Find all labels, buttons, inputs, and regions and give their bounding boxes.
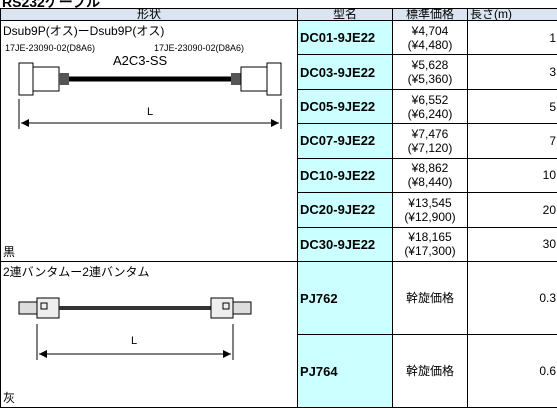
col-header: 形状 — [0, 8, 298, 21]
title: RS232ケーブル — [2, 0, 100, 10]
model: DC07-9JE22 — [297, 123, 393, 159]
length: 7 — [467, 123, 557, 159]
length: 0.6 — [467, 334, 557, 408]
cable-label: A2C3-SS — [113, 53, 168, 68]
length: 30 — [467, 226, 557, 263]
length: 20 — [467, 192, 557, 228]
col-header: 標準価格 — [392, 8, 468, 21]
length-label: L — [147, 106, 153, 118]
price-excl: (¥8,440) — [407, 175, 453, 190]
price: 幹旋価格 — [392, 334, 468, 408]
price-excl: (¥4,480) — [407, 37, 453, 52]
length: 10 — [467, 157, 557, 194]
model: DC10-9JE22 — [297, 157, 393, 194]
price: ¥4,704 — [411, 23, 449, 38]
length: 3 — [467, 54, 557, 90]
part-label: 17JE-23090-02(D8A6) — [5, 43, 95, 53]
shape-cell: 2連バンタムー2連バンタム L 灰 — [0, 261, 298, 408]
price: ¥13,545 — [408, 195, 452, 210]
price: ¥18,165 — [408, 230, 452, 245]
header-row: 形状 型名 標準価格 長さ(m) — [0, 8, 557, 21]
price-excl: (¥17,300) — [404, 244, 456, 259]
price: 幹旋価格 — [392, 261, 468, 335]
col-header: 長さ(m) — [467, 8, 557, 21]
model: PJ762 — [297, 261, 393, 335]
cable-diagram: L — [18, 297, 252, 360]
length: 0.3 — [467, 261, 557, 335]
price: ¥6,552 (¥6,240) — [392, 88, 468, 125]
length-label: L — [131, 335, 137, 347]
model: DC05-9JE22 — [297, 88, 393, 125]
price: ¥7,476 — [411, 126, 449, 141]
shape-label: Dsub9P(オス)ーDsub9P(オス) — [3, 24, 165, 38]
price: ¥13,545 (¥12,900) — [392, 192, 468, 228]
color-label: 黒 — [3, 245, 16, 259]
price: ¥5,628 (¥5,360) — [392, 54, 468, 90]
cable-diagram: 17JE-23090-02(D8A6) 17JE-23090-02(D8A6) … — [5, 43, 282, 129]
price: ¥6,552 — [411, 92, 449, 107]
price: ¥7,476 (¥7,120) — [392, 123, 468, 159]
model: DC30-9JE22 — [297, 226, 393, 263]
price: ¥5,628 — [411, 58, 449, 73]
price-excl: (¥7,120) — [407, 140, 453, 155]
price: ¥4,704 (¥4,480) — [392, 19, 468, 56]
price: ¥8,862 (¥8,440) — [392, 157, 468, 194]
price: ¥18,165 (¥17,300) — [392, 226, 468, 263]
price-excl: (¥6,240) — [407, 106, 453, 121]
price-excl: (¥5,360) — [407, 72, 453, 87]
price-table: 形状 型名 標準価格 長さ(m) Dsub9P(オス)ーDsub9P(オス) 1… — [0, 8, 557, 408]
price: ¥8,862 — [411, 161, 449, 176]
col-header: 型名 — [297, 8, 393, 21]
model: PJ764 — [297, 334, 393, 408]
model: DC03-9JE22 — [297, 54, 393, 90]
length: 1 — [467, 19, 557, 56]
color-label: 灰 — [3, 391, 16, 405]
model: DC01-9JE22 — [297, 19, 393, 56]
length: 5 — [467, 88, 557, 125]
part-label: 17JE-23090-02(D8A6) — [154, 43, 244, 53]
shape-label: 2連バンタムー2連バンタム — [3, 265, 150, 279]
model: DC20-9JE22 — [297, 192, 393, 228]
shape-cell: Dsub9P(オス)ーDsub9P(オス) 17JE-23090-02(D8A6… — [0, 20, 298, 262]
price-excl: (¥12,900) — [404, 209, 456, 224]
